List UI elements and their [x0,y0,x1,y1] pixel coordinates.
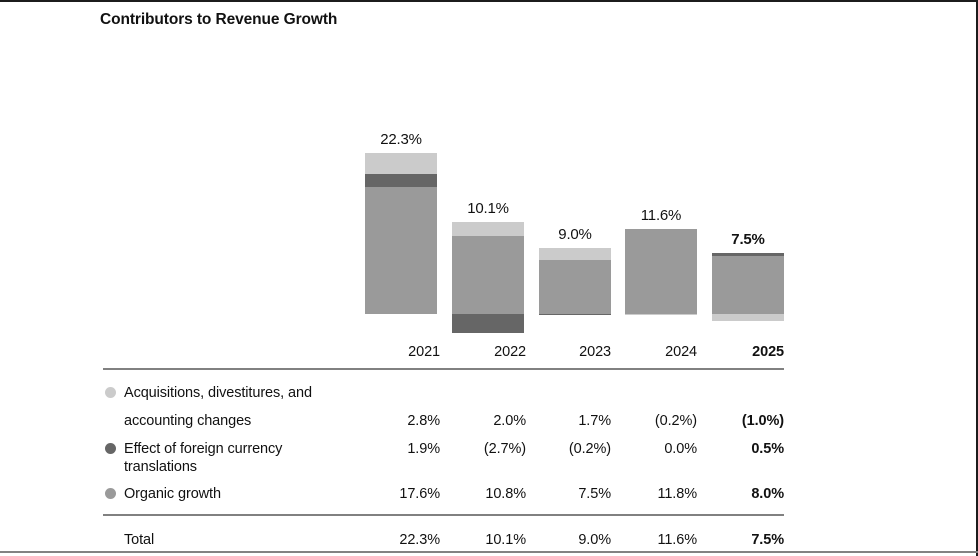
bar-2022-organic [452,236,524,314]
fx-2024: 0.0% [664,441,697,457]
acquisitions-2022: 2.0% [493,413,526,429]
total-2021: 22.3% [399,532,440,548]
total-2025: 7.5% [751,532,784,548]
bar-total-label-2021: 22.3% [380,131,422,149]
acquisitions-legend-dot-icon [105,387,116,398]
fx-2025: 0.5% [751,441,784,457]
total-2024: 11.6% [657,532,697,548]
chart-title: Contributors to Revenue Growth [100,11,338,28]
acquisitions-2024: (0.2%) [654,413,697,429]
bar-2023-organic [539,260,611,314]
fx-2021: 1.9% [407,441,440,457]
fx-2022: (2.7%) [483,441,526,457]
bar-total-label-2023: 9.0% [558,225,592,243]
bottom-rule-line [0,551,978,553]
fx-label: Effect of foreign currency translations [124,441,283,475]
header-empty-cell [103,343,354,361]
top-border-line [0,0,978,2]
header-year-2021: 2021 [408,344,440,360]
row-label: Organic growth [103,485,354,503]
bar-2025-fx [712,252,784,257]
organic-2024: 11.8% [657,486,697,502]
acquisitions-2023: 1.7% [578,413,611,429]
fx-2023: (0.2%) [568,441,611,457]
row-label: Effect of foreign currency translations [103,440,354,476]
acquisitions-label-line1: Acquisitions, divestitures, and [124,385,312,401]
header-year-2025: 2025 [752,344,784,360]
bar-2024-organic [625,229,697,314]
organic-legend-dot-icon [105,488,116,499]
header-year-2023: 2023 [579,344,611,360]
table-row-organic: Organic growth 17.6% 10.8% 7.5% 11.8% 8.… [103,485,784,503]
bar-total-label-2022: 10.1% [467,199,509,217]
breakdown-table: 2021 2022 2023 2024 2025 Acquisitions, d… [103,336,784,549]
acquisitions-2025: (1.0%) [741,413,784,429]
header-year-2024: 2024 [665,344,697,360]
bar-2025-organic [712,256,784,314]
header-year-2022: 2022 [494,344,526,360]
bar-2024-acquisitions-negative [625,314,697,316]
fx-legend-dot-icon [105,443,116,454]
bar-2023-acquisitions [539,247,611,260]
total-label: Total [124,532,155,548]
total-2023: 9.0% [578,532,611,548]
organic-label: Organic growth [124,486,221,502]
acquisitions-label-line2: accounting changes [124,413,252,429]
right-border-line [976,0,978,556]
header-divider-line [103,368,784,370]
bar-total-label-2025: 7.5% [731,230,765,248]
organic-2021: 17.6% [399,486,440,502]
table-row-total: Total 22.3% 10.1% 9.0% 11.6% 7.5% [103,531,784,549]
bar-2023-fx-negative [539,314,611,316]
total-divider-line [103,514,784,516]
bar-2021-acquisitions [365,153,437,174]
bar-2025-acquisitions-negative [712,314,784,322]
table-row-acquisitions-line1: Acquisitions, divestitures, and [103,384,784,402]
bar-2021-organic [365,187,437,314]
row-label: Acquisitions, divestitures, and [103,384,354,402]
total-2022: 10.1% [485,532,526,548]
table-row-acquisitions-line2: accounting changes 2.8% 2.0% 1.7% (0.2%)… [103,412,784,430]
bar-total-label-2024: 11.6% [640,207,682,225]
bar-2021-fx [365,173,437,188]
table-row-fx: Effect of foreign currency translations … [103,440,784,476]
acquisitions-2021: 2.8% [407,413,440,429]
organic-2022: 10.8% [485,486,526,502]
bar-2022-acquisitions [452,221,524,237]
organic-2025: 8.0% [751,486,784,502]
organic-2023: 7.5% [578,486,611,502]
bar-2022-fx-negative [452,314,524,334]
table-header-row: 2021 2022 2023 2024 2025 [103,336,784,361]
